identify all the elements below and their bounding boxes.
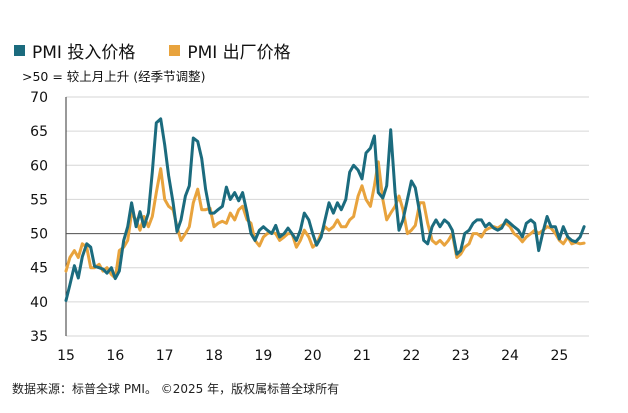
x-tick-label: 22 xyxy=(402,348,420,364)
legend-item-input-prices: PMI 投入价格 xyxy=(14,38,135,63)
chart-subtitle: >50 = 较上月上升 (经季节调整) xyxy=(22,69,206,84)
x-tick-label: 21 xyxy=(353,348,371,364)
x-tick-label: 20 xyxy=(304,348,322,364)
y-tick-label: 60 xyxy=(30,158,48,174)
legend-item-output-prices: PMI 出厂价格 xyxy=(169,38,291,63)
source-note: 数据来源：标普全球 PMI。 ©2025 年，版权属标普全球所有 xyxy=(12,382,340,396)
x-tick-label: 18 xyxy=(205,348,223,364)
line-chart: 35 40 45 50 55 60 65 70 15 16 17 18 19 20 21 22 23 24 25 xyxy=(30,90,589,364)
y-tick-label: 40 xyxy=(30,295,48,311)
y-tick-label: 65 xyxy=(30,124,48,140)
x-tick-label: 19 xyxy=(254,348,272,364)
x-tick-label: 23 xyxy=(452,348,470,364)
legend-swatch-input xyxy=(14,45,25,56)
x-tick-label: 15 xyxy=(57,348,75,364)
series-line-output-prices xyxy=(64,160,586,280)
legend-label-output: PMI 出厂价格 xyxy=(187,43,291,63)
y-tick-label: 70 xyxy=(30,90,48,106)
x-tick-label: 25 xyxy=(550,348,568,364)
y-tick-label: 50 xyxy=(30,227,48,243)
legend-swatch-output xyxy=(169,45,181,56)
y-tick-label: 45 xyxy=(30,261,48,277)
x-tick-label: 17 xyxy=(156,348,174,364)
y-tick-label: 35 xyxy=(30,329,48,345)
legend: PMI 投入价格 PMI 出厂价格 xyxy=(14,38,325,63)
legend-label-input: PMI 投入价格 xyxy=(32,43,136,63)
y-tick-label: 55 xyxy=(30,192,48,208)
series-line-input-prices xyxy=(64,117,586,302)
x-tick-label: 16 xyxy=(106,348,124,364)
x-tick-label: 24 xyxy=(501,348,519,364)
